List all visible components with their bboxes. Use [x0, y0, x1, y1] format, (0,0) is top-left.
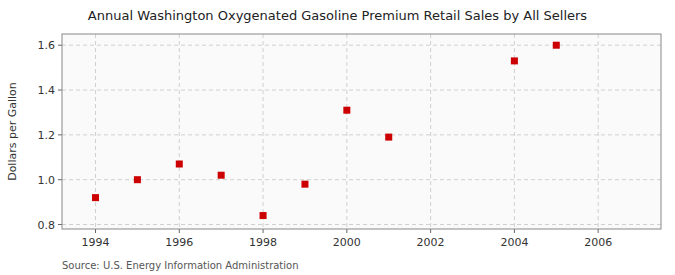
x-tick-label: 1994 — [82, 236, 110, 249]
y-tick-label: 1.4 — [38, 84, 56, 97]
x-tick-label: 1996 — [165, 236, 193, 249]
x-tick-label: 2002 — [417, 236, 445, 249]
tick-mark — [95, 229, 96, 233]
grid-line — [263, 34, 264, 229]
tick-mark — [263, 229, 264, 233]
axes: 1994 1996 1998 2000 2002 2004 2006 0.8 1.0 1.2 1.4… — [38, 34, 662, 249]
point — [218, 172, 225, 179]
point — [511, 57, 518, 64]
x-tick-label: 1998 — [249, 236, 277, 249]
x-tick-label: 2000 — [333, 236, 361, 249]
y-tick-label: 1.6 — [38, 39, 56, 52]
tick-mark — [346, 229, 347, 233]
point — [176, 161, 183, 168]
points — [92, 42, 560, 219]
grid-line — [430, 34, 431, 229]
y-tick-label: 1.0 — [38, 174, 56, 187]
plot-frame — [62, 34, 661, 229]
point — [301, 181, 308, 188]
y-axis-label: Dollars per Gallon — [6, 82, 19, 181]
x-tick-label: 2004 — [500, 236, 528, 249]
grid-line — [346, 34, 347, 229]
point — [553, 42, 560, 49]
y-tick-label: 0.8 — [38, 219, 56, 232]
grid-line — [62, 90, 661, 91]
grid-line — [62, 224, 661, 225]
point — [260, 212, 267, 219]
y-tick-label: 1.2 — [38, 129, 56, 142]
chart: 1994 1996 1998 2000 2002 2004 2006 0.8 1.0 1.2 1.4… — [0, 0, 675, 275]
tick-mark — [179, 229, 180, 233]
grid-line — [62, 134, 661, 135]
tick-mark — [598, 229, 599, 233]
tick-mark — [58, 134, 62, 135]
point — [134, 176, 141, 183]
source-note: Source: U.S. Energy Information Administ… — [62, 260, 299, 271]
grid-line — [598, 34, 599, 229]
tick-mark — [58, 224, 62, 225]
tick-mark — [514, 229, 515, 233]
title: Annual Washington Oxygenated Gasoline Pr… — [88, 8, 587, 23]
point — [343, 107, 350, 114]
grid-line — [179, 34, 180, 229]
tick-mark — [58, 45, 62, 46]
plot-area — [62, 34, 661, 229]
x-tick-label: 2006 — [584, 236, 612, 249]
grid-line — [62, 45, 661, 46]
grid-line — [62, 179, 661, 180]
tick-mark — [430, 229, 431, 233]
point — [92, 194, 99, 201]
point — [385, 134, 392, 141]
tick-mark — [58, 90, 62, 91]
grid — [62, 34, 661, 229]
tick-mark — [58, 179, 62, 180]
